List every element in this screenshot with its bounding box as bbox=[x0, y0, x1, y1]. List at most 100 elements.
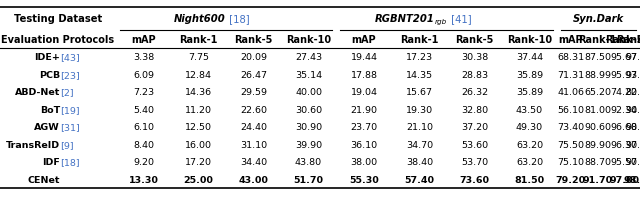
Text: 35.89: 35.89 bbox=[516, 70, 543, 79]
Text: Testing Dataset: Testing Dataset bbox=[14, 14, 102, 24]
Text: 12.50: 12.50 bbox=[185, 123, 212, 132]
Text: 23.70: 23.70 bbox=[351, 123, 378, 132]
Text: 30.60: 30.60 bbox=[295, 105, 322, 114]
Text: 6.09: 6.09 bbox=[133, 70, 154, 79]
Text: 12.84: 12.84 bbox=[185, 70, 212, 79]
Text: 95.93: 95.93 bbox=[611, 70, 637, 79]
Text: [23]: [23] bbox=[60, 70, 80, 79]
Text: Rank-10: Rank-10 bbox=[507, 35, 552, 45]
Text: 81.50: 81.50 bbox=[515, 175, 545, 184]
Text: IDE+: IDE+ bbox=[34, 53, 60, 62]
Text: [31]: [31] bbox=[60, 123, 80, 132]
Text: 26.32: 26.32 bbox=[461, 88, 488, 97]
Text: 27.43: 27.43 bbox=[295, 53, 322, 62]
Text: 98.10: 98.10 bbox=[625, 123, 640, 132]
Text: 96.30: 96.30 bbox=[611, 140, 637, 149]
Text: 55.30: 55.30 bbox=[349, 175, 379, 184]
Text: 19.04: 19.04 bbox=[351, 88, 378, 97]
Text: 40.00: 40.00 bbox=[295, 88, 322, 97]
Text: 79.20: 79.20 bbox=[556, 175, 586, 184]
Text: 91.70: 91.70 bbox=[582, 175, 612, 184]
Text: 34.40: 34.40 bbox=[240, 157, 267, 166]
Text: ABD-Net: ABD-Net bbox=[15, 88, 60, 97]
Text: Evaluation Protocols: Evaluation Protocols bbox=[1, 35, 115, 45]
Text: 32.80: 32.80 bbox=[461, 105, 488, 114]
Text: 9.20: 9.20 bbox=[133, 157, 154, 166]
Text: Rank-10: Rank-10 bbox=[286, 35, 331, 45]
Text: 95.50: 95.50 bbox=[611, 157, 637, 166]
Text: 30.38: 30.38 bbox=[461, 53, 488, 62]
Text: 17.88: 17.88 bbox=[351, 70, 378, 79]
Text: mAP: mAP bbox=[352, 35, 376, 45]
Text: 37.44: 37.44 bbox=[516, 53, 543, 62]
Text: 11.20: 11.20 bbox=[185, 105, 212, 114]
Text: AGW: AGW bbox=[35, 123, 60, 132]
Text: PCB: PCB bbox=[39, 70, 60, 79]
Text: 35.89: 35.89 bbox=[516, 88, 543, 97]
Text: IDF: IDF bbox=[42, 157, 60, 166]
Text: 15.67: 15.67 bbox=[406, 88, 433, 97]
Text: mAP: mAP bbox=[558, 35, 583, 45]
Text: 17.23: 17.23 bbox=[406, 53, 433, 62]
Text: 8.40: 8.40 bbox=[133, 140, 154, 149]
Text: 17.20: 17.20 bbox=[185, 157, 212, 166]
Text: 5.40: 5.40 bbox=[133, 105, 154, 114]
Text: 43.50: 43.50 bbox=[516, 105, 543, 114]
Text: 25.00: 25.00 bbox=[184, 175, 213, 184]
Text: 97.00: 97.00 bbox=[609, 175, 639, 184]
Text: RGBNT201: RGBNT201 bbox=[374, 14, 435, 24]
Text: 29.59: 29.59 bbox=[240, 88, 267, 97]
Text: [18]: [18] bbox=[60, 157, 79, 166]
Text: 7.75: 7.75 bbox=[188, 53, 209, 62]
Text: [9]: [9] bbox=[60, 140, 74, 149]
Text: CENet: CENet bbox=[28, 175, 60, 184]
Text: 14.35: 14.35 bbox=[406, 70, 433, 79]
Text: 94.90: 94.90 bbox=[625, 105, 640, 114]
Text: 36.10: 36.10 bbox=[351, 140, 378, 149]
Text: 57.40: 57.40 bbox=[404, 175, 435, 184]
Text: 65.20: 65.20 bbox=[584, 88, 611, 97]
Text: 68.31: 68.31 bbox=[557, 53, 584, 62]
Text: Rank-1: Rank-1 bbox=[400, 35, 438, 45]
Text: 37.20: 37.20 bbox=[461, 123, 488, 132]
Text: rgb: rgb bbox=[435, 19, 447, 25]
Text: 26.47: 26.47 bbox=[240, 70, 267, 79]
Text: 97.70: 97.70 bbox=[625, 140, 640, 149]
Text: Syn.Dark: Syn.Dark bbox=[573, 14, 624, 24]
Text: 19.30: 19.30 bbox=[406, 105, 433, 114]
Text: 7.23: 7.23 bbox=[133, 88, 154, 97]
Text: 14.36: 14.36 bbox=[185, 88, 212, 97]
Text: 34.70: 34.70 bbox=[406, 140, 433, 149]
Text: 73.60: 73.60 bbox=[460, 175, 490, 184]
Text: 28.83: 28.83 bbox=[461, 70, 488, 79]
Text: 43.00: 43.00 bbox=[239, 175, 268, 184]
Text: 89.90: 89.90 bbox=[584, 140, 611, 149]
Text: 92.30: 92.30 bbox=[611, 105, 637, 114]
Text: 19.44: 19.44 bbox=[351, 53, 378, 62]
Text: 51.70: 51.70 bbox=[294, 175, 323, 184]
Text: 73.40: 73.40 bbox=[557, 123, 584, 132]
Text: 31.10: 31.10 bbox=[240, 140, 267, 149]
Text: [43]: [43] bbox=[60, 53, 80, 62]
Text: 41.06: 41.06 bbox=[557, 88, 584, 97]
Text: 6.10: 6.10 bbox=[133, 123, 154, 132]
Text: Rank-5: Rank-5 bbox=[234, 35, 273, 45]
Text: Rank-1: Rank-1 bbox=[179, 35, 218, 45]
Text: 82.42: 82.42 bbox=[625, 88, 640, 97]
Text: Night600: Night600 bbox=[174, 14, 226, 24]
Text: 49.30: 49.30 bbox=[516, 123, 543, 132]
Text: TransReID: TransReID bbox=[6, 140, 60, 149]
Text: [41]: [41] bbox=[449, 14, 472, 24]
Text: 53.60: 53.60 bbox=[461, 140, 488, 149]
Text: [19]: [19] bbox=[60, 105, 79, 114]
Text: BoT: BoT bbox=[40, 105, 60, 114]
Text: 97.20: 97.20 bbox=[625, 157, 640, 166]
Text: [18]: [18] bbox=[226, 14, 250, 24]
Text: 63.20: 63.20 bbox=[516, 157, 543, 166]
Text: 88.99: 88.99 bbox=[584, 70, 611, 79]
Text: 75.10: 75.10 bbox=[557, 157, 584, 166]
Text: 97.33: 97.33 bbox=[625, 53, 640, 62]
Text: 21.90: 21.90 bbox=[351, 105, 378, 114]
Text: 90.60: 90.60 bbox=[584, 123, 611, 132]
Text: Rank-5: Rank-5 bbox=[605, 35, 640, 45]
